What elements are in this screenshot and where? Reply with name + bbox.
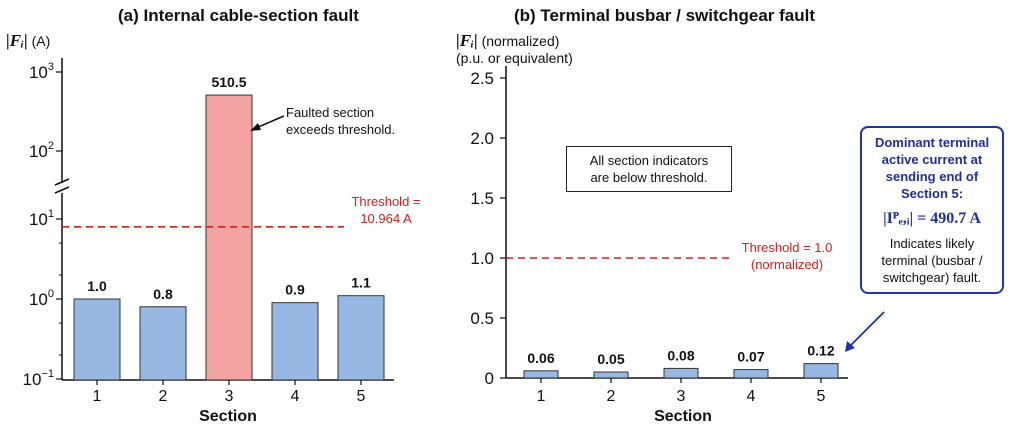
chart-b-threshold-label-line2: (normalized) <box>750 257 824 272</box>
chart-a-x-tick-label: 1 <box>93 388 102 405</box>
chart-b-below-threshold-note: All section indicators are below thresho… <box>566 146 732 192</box>
chart-b-x-tick-label: 5 <box>817 388 826 405</box>
chart-a-annotation: Faulted section exceeds threshold. <box>286 104 395 138</box>
chart-a-y-tick-label: 100 <box>29 288 54 309</box>
chart-b-bar-value-label: 0.05 <box>597 351 624 367</box>
chart-a-bar-value-label: 0.9 <box>285 282 305 298</box>
chart-a-title: (a) Internal cable-section fault <box>118 6 359 25</box>
callout-head-line-4: Section 5: <box>900 186 964 201</box>
chart-a-annotation-arrow <box>255 115 285 129</box>
chart-b-x-tick-label: 4 <box>747 388 756 405</box>
chart-a-bar <box>73 298 121 381</box>
chart-b-callout: Dominant terminal active current at send… <box>860 126 1004 294</box>
chart-b-x-tick-label: 2 <box>607 388 616 405</box>
chart-a-bar <box>337 295 385 381</box>
chart-a-axis-break-mark <box>54 178 70 186</box>
chart-b-ylabel-line2: (p.u. or equivalent) <box>456 50 573 66</box>
chart-b-bar <box>803 363 839 379</box>
chart-b-ylabel-unit: (normalized) <box>481 33 560 49</box>
chart-a-y-tick-label: 103 <box>29 61 54 82</box>
callout-body-line-3: switchgear) fault. <box>882 270 982 285</box>
chart-b-x-tick-label: 1 <box>537 388 546 405</box>
chart-a-ylabel-symbol: |Fᵢ| <box>6 31 28 50</box>
callout-body-line-2: terminal (busbar / <box>881 253 983 268</box>
chart-b-bar-value-label: 0.08 <box>667 347 694 363</box>
chart-b-callout-head: Dominant terminal active current at send… <box>868 134 996 202</box>
chart-b-callout-pointer <box>849 311 885 347</box>
chart-a-bar <box>139 306 187 381</box>
chart-a-bar-value-label: 1.1 <box>351 275 371 291</box>
callout-body-line-1: Indicates likely <box>889 236 975 251</box>
chart-b-plot: 0 0.5 1.0 1.5 2.0 2.5 0.06 1 0.05 2 0.08 3 0.07 4 0.12… <box>470 66 885 425</box>
chart-b-bar <box>733 369 769 379</box>
chart-a-x-tick-label: 2 <box>159 388 168 405</box>
chart-b-callout-formula: |Iᴾₑ,ᵢ| = 490.7 A <box>883 210 981 227</box>
chart-b-threshold-label-line1: Threshold = 1.0 <box>741 240 833 255</box>
chart-b-ylabel-symbol: |Fᵢ| <box>456 31 478 50</box>
chart-b-bar-value-label: 0.06 <box>527 350 554 366</box>
chart-b-y-tick-label: 0.5 <box>470 309 494 328</box>
chart-a-axis-break-mark <box>54 186 70 194</box>
chart-b-bar-value-label: 0.07 <box>737 349 764 365</box>
chart-b-callout-arrowhead <box>845 341 855 352</box>
chart-b-bar-value-label: 0.12 <box>807 343 834 359</box>
chart-a-ylabel-unit: (A) <box>31 33 51 49</box>
chart-a-y-tick-label: 102 <box>29 140 54 161</box>
chart-a-threshold-label-line1: Threshold = <box>351 194 421 209</box>
chart-a-threshold-label: Threshold = 10.964 A <box>346 193 426 227</box>
callout-head-line-1: Dominant terminal <box>874 135 990 150</box>
chart-a-x-tick-label: 5 <box>357 388 366 405</box>
chart-b-y-tick-label: 1.5 <box>470 189 494 208</box>
chart-a-threshold-label-line2: 10.964 A <box>360 211 412 226</box>
chart-a-bar <box>271 302 319 381</box>
callout-head-line-3: sending end of <box>885 169 979 184</box>
chart-b-callout-body: Indicates likely terminal (busbar / swit… <box>868 235 996 286</box>
chart-a-x-tick-label: 3 <box>225 388 234 405</box>
chart-b-y-tick-label: 1.0 <box>470 249 494 268</box>
chart-a-bar-value-label: 510.5 <box>211 74 246 90</box>
chart-a-y-tick-label: 101 <box>29 208 54 229</box>
chart-a-x-tick-label: 4 <box>291 388 300 405</box>
chart-b-x-axis-title: Section <box>654 408 712 425</box>
chart-b-bar <box>663 367 699 379</box>
chart-a-bar-value-label: 0.8 <box>153 286 173 302</box>
chart-b-bar <box>593 371 629 379</box>
chart-a-ylabel: |Fᵢ| (A) <box>6 32 50 50</box>
chart-b-title: (b) Terminal busbar / switchgear fault <box>514 6 816 25</box>
chart-b-x-tick-label: 3 <box>677 388 686 405</box>
chart-a-annotation-arrowhead <box>250 123 261 131</box>
chart-b-y-tick-label: 2.0 <box>470 129 494 148</box>
chart-a-annotation-line2: exceeds threshold. <box>286 122 396 137</box>
chart-b-y-tick-label: 2.5 <box>470 69 494 88</box>
chart-a-y-tick-label: 10−1 <box>23 368 54 389</box>
chart-b-note-line1: All section indicators <box>589 153 709 168</box>
chart-b-ylabel: |Fᵢ| (normalized) (p.u. or equivalent) <box>456 32 573 67</box>
chart-b-bar <box>523 370 559 379</box>
chart-a-annotation-line1: Faulted section <box>286 105 375 120</box>
chart-b-threshold-label: Threshold = 1.0 (normalized) <box>732 239 842 273</box>
callout-head-line-2: active current at <box>881 152 983 167</box>
chart-a-bar-value-label: 1.0 <box>87 278 107 294</box>
chart-b-y-tick-label: 0 <box>485 369 494 388</box>
chart-a-plot: 10−1 100 101 102 103 1.0 1 0.8 2 510.5 3 0.9 4 1.1 5 Se… <box>23 58 394 425</box>
chart-a-bar <box>205 94 253 381</box>
chart-a-x-axis-title: Section <box>199 408 257 425</box>
chart-b-note-line2: are below threshold. <box>590 170 708 185</box>
